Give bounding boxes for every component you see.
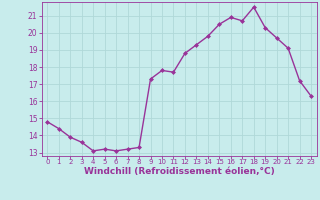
X-axis label: Windchill (Refroidissement éolien,°C): Windchill (Refroidissement éolien,°C) bbox=[84, 167, 275, 176]
